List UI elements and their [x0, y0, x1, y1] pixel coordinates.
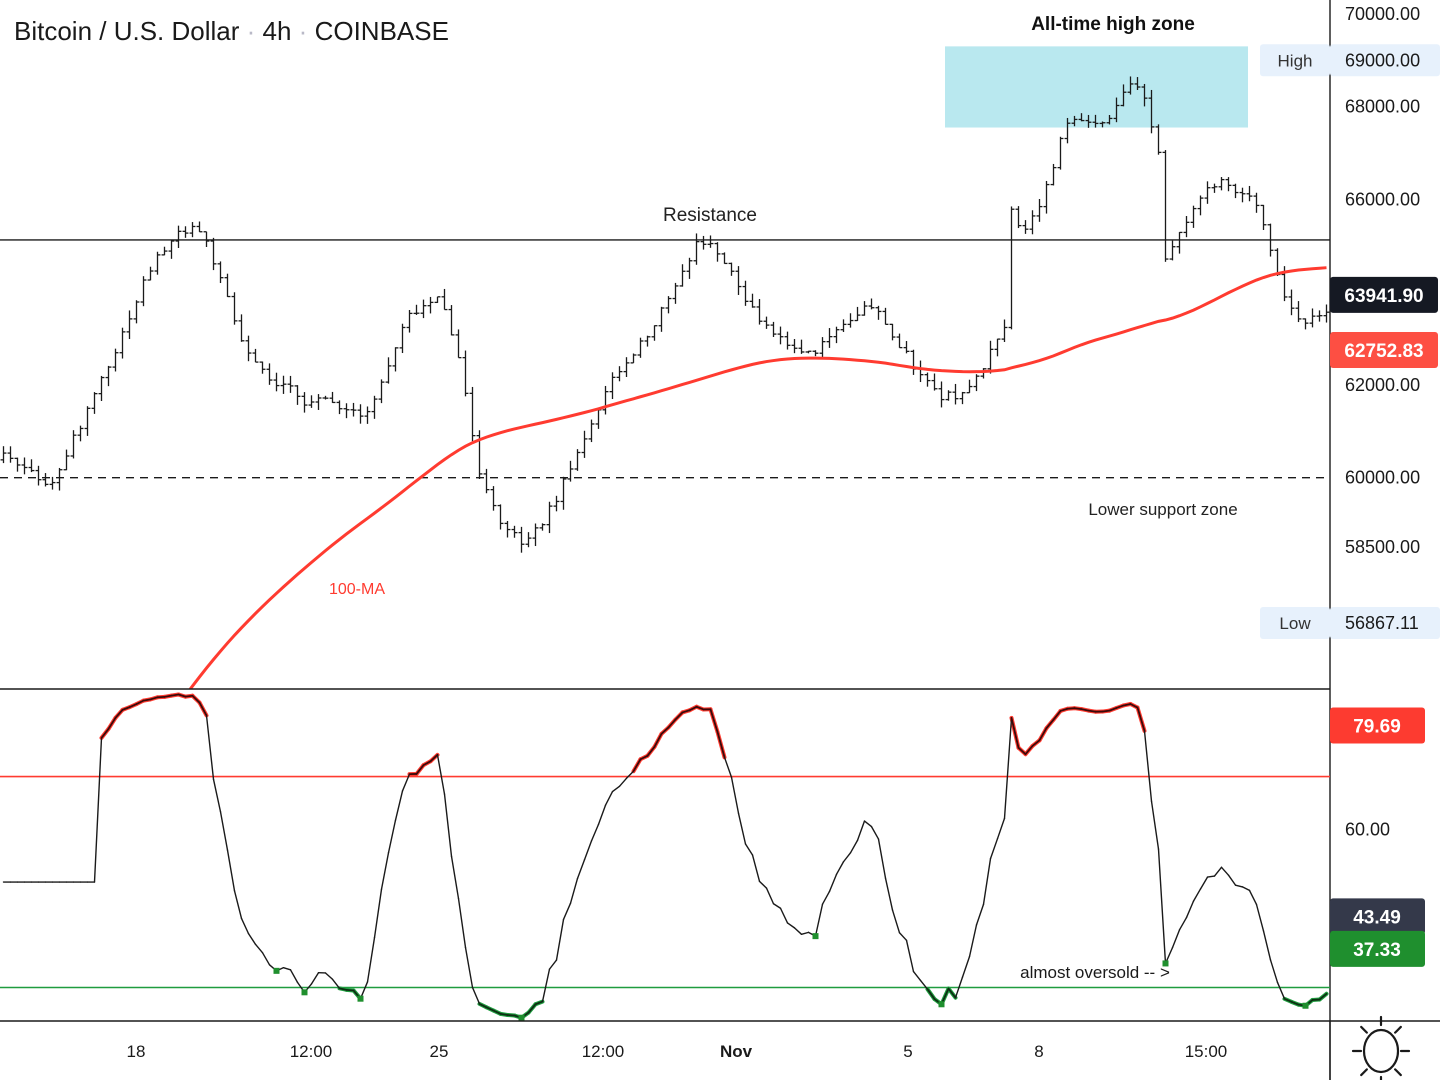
svg-text:Low: Low [1279, 614, 1311, 633]
svg-text:Nov: Nov [720, 1042, 753, 1061]
svg-text:66000.00: 66000.00 [1345, 189, 1420, 209]
svg-text:100-MA: 100-MA [329, 581, 385, 598]
svg-text:Lower support zone: Lower support zone [1088, 500, 1237, 519]
svg-text:43.49: 43.49 [1353, 907, 1401, 928]
svg-text:37.33: 37.33 [1353, 940, 1401, 961]
svg-text:56867.11: 56867.11 [1345, 613, 1419, 633]
svg-text:12:00: 12:00 [582, 1042, 625, 1061]
svg-text:All-time high zone: All-time high zone [1031, 14, 1195, 35]
svg-text:60000.00: 60000.00 [1345, 468, 1420, 488]
svg-text:almost oversold -- >: almost oversold -- > [1020, 963, 1170, 982]
svg-text:62752.83: 62752.83 [1344, 341, 1423, 362]
svg-text:63941.90: 63941.90 [1344, 286, 1423, 307]
svg-text:12:00: 12:00 [290, 1042, 333, 1061]
svg-text:58500.00: 58500.00 [1345, 537, 1420, 557]
svg-text:5: 5 [903, 1042, 912, 1061]
svg-text:25: 25 [430, 1042, 449, 1061]
svg-text:Resistance: Resistance [663, 205, 757, 226]
svg-text:68000.00: 68000.00 [1345, 97, 1420, 117]
svg-text:79.69: 79.69 [1353, 716, 1401, 737]
svg-text:18: 18 [127, 1042, 146, 1061]
svg-text:8: 8 [1034, 1042, 1043, 1061]
svg-text:High: High [1278, 51, 1313, 70]
svg-text:62000.00: 62000.00 [1345, 375, 1420, 395]
svg-text:69000.00: 69000.00 [1345, 50, 1420, 70]
svg-text:70000.00: 70000.00 [1345, 4, 1420, 24]
svg-text:60.00: 60.00 [1345, 819, 1390, 839]
svg-text:Bitcoin / U.S. Dollar · 4h ·: Bitcoin / U.S. Dollar · 4h · COINBASE [14, 16, 449, 46]
svg-text:15:00: 15:00 [1185, 1042, 1228, 1061]
